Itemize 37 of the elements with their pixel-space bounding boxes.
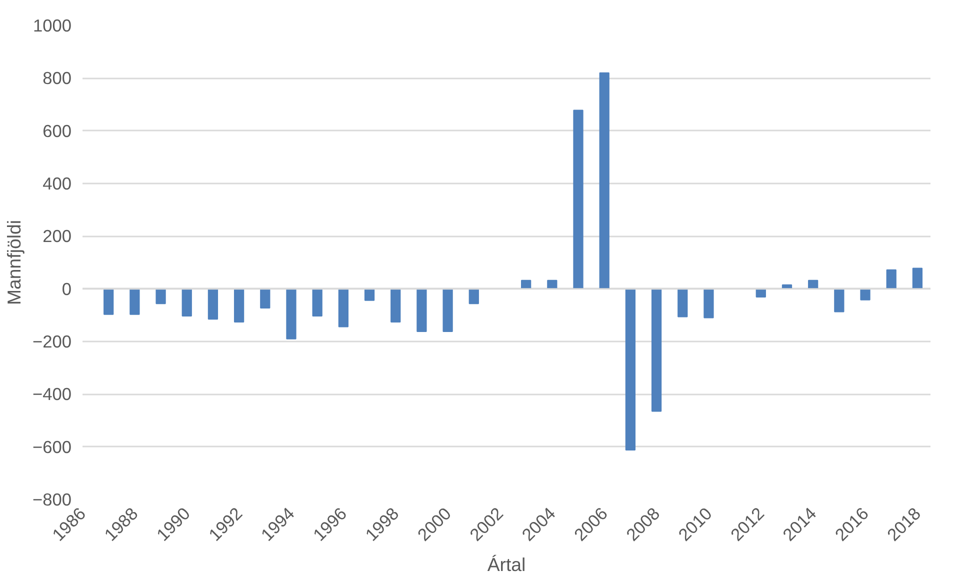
- y-tick-label: −200: [32, 332, 72, 352]
- bar: [364, 288, 375, 301]
- bar: [834, 288, 844, 312]
- bar: [104, 288, 114, 315]
- bar: [130, 288, 140, 315]
- bar: [912, 268, 923, 290]
- y-tick-label: 200: [42, 226, 72, 246]
- x-axis-title: Ártal: [487, 554, 526, 576]
- bar: [704, 288, 714, 318]
- bar: [468, 288, 479, 304]
- bar: [442, 288, 453, 332]
- bar: [573, 110, 584, 290]
- bar: [886, 269, 896, 290]
- bar: [860, 288, 870, 300]
- y-tick-label: 400: [42, 174, 72, 194]
- bar: [260, 288, 270, 309]
- bar: [599, 72, 610, 290]
- y-tick-label: −800: [32, 490, 72, 510]
- y-tick-label: −400: [32, 384, 72, 404]
- y-tick-label: 1000: [32, 16, 72, 36]
- bar: [312, 288, 322, 316]
- y-tick-label: −600: [32, 436, 72, 457]
- y-axis-title: Mannfjöldi: [3, 220, 24, 306]
- bar: [208, 288, 218, 320]
- bar: [651, 288, 662, 412]
- y-tick-label: 800: [42, 68, 72, 88]
- bar: [156, 288, 166, 304]
- bar: [678, 288, 688, 318]
- bar: [286, 288, 296, 340]
- bar: [416, 288, 427, 332]
- y-tick-label: 0: [62, 278, 72, 299]
- bar: [234, 288, 244, 323]
- y-tick-label: 600: [42, 120, 72, 141]
- bar: [625, 288, 636, 450]
- bar: [182, 288, 192, 316]
- bar: [390, 288, 401, 323]
- bar: [338, 288, 348, 328]
